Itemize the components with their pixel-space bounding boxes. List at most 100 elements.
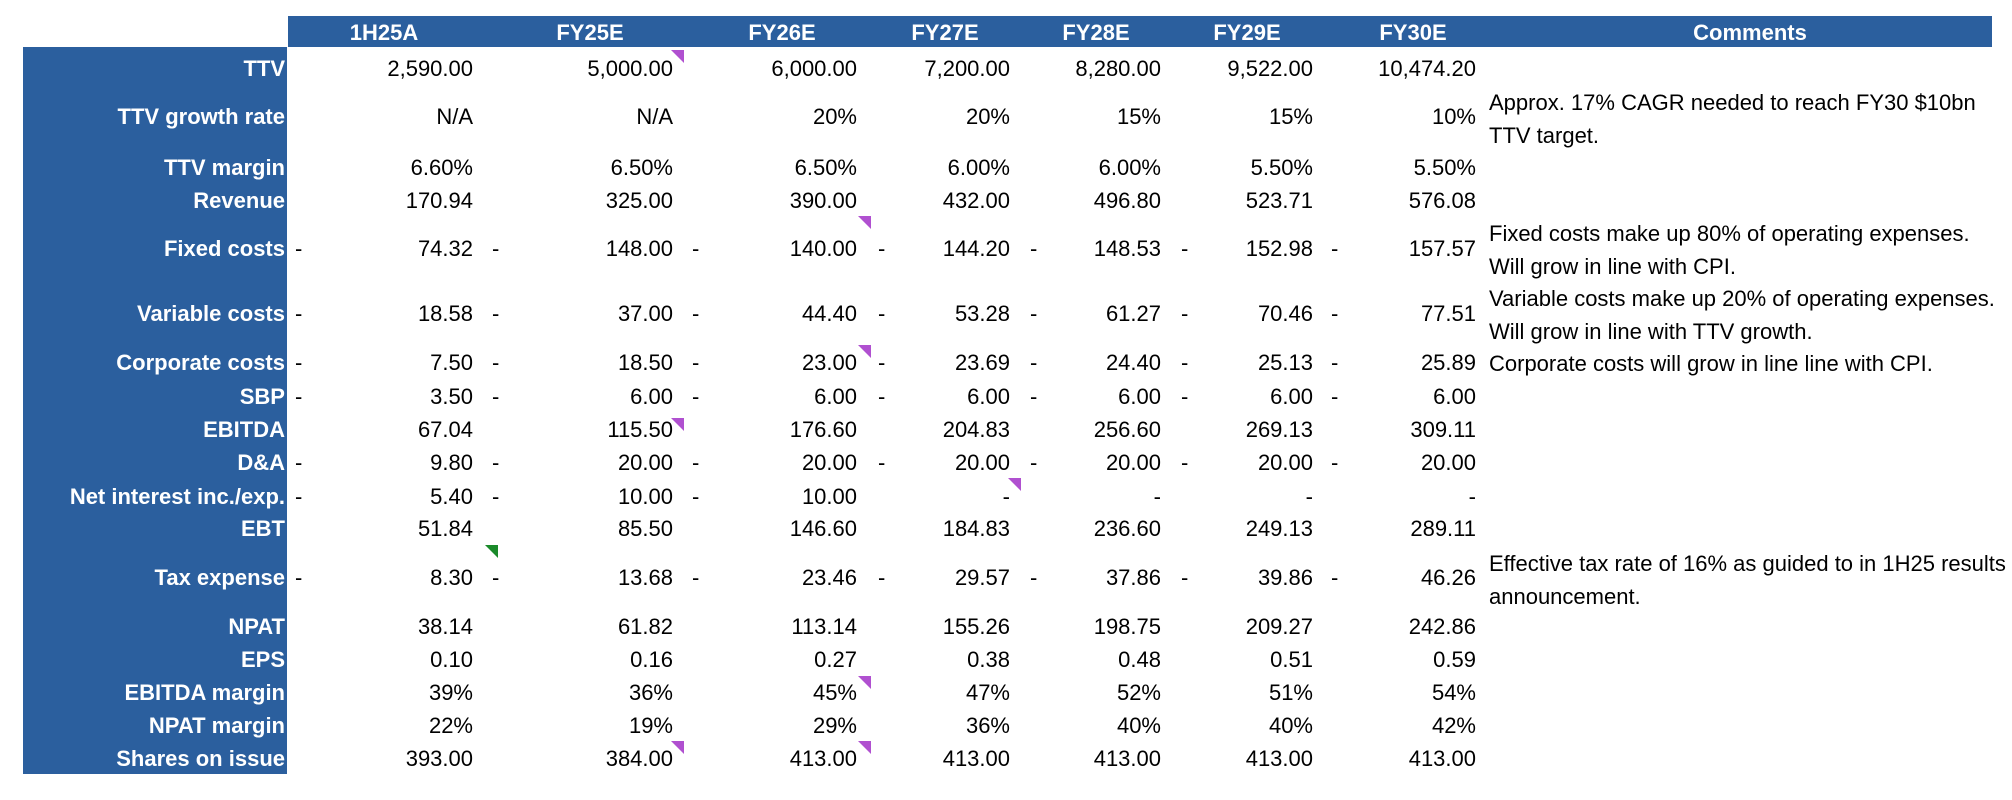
cell-d-a-fy25e[interactable]: 20.00 <box>617 450 673 475</box>
cell-npat-fy29e[interactable]: 209.27 <box>1245 614 1313 639</box>
cell-comment-indicator-icon[interactable] <box>671 418 684 431</box>
cell-ttv-growth-rate-1h25a[interactable]: N/A <box>436 104 473 129</box>
row-label-tax-expense[interactable]: Tax expense <box>154 565 285 590</box>
column-header-fy29e[interactable]: FY29E <box>1213 20 1281 45</box>
cell-corporate-costs-1h25a[interactable]: 7.50 <box>430 350 473 375</box>
cell-comment-indicator-icon[interactable] <box>1008 478 1021 491</box>
cell-d-a-fy28e[interactable]: 20.00 <box>1105 450 1161 475</box>
cell-ebt-fy25e[interactable]: 85.50 <box>617 516 673 541</box>
column-header-fy27e[interactable]: FY27E <box>911 20 979 45</box>
row-label-ebitda-margin[interactable]: EBITDA margin <box>124 680 285 705</box>
row-label-ttv[interactable]: TTV <box>243 56 285 81</box>
cell-ttv-margin-1h25a[interactable]: 6.60% <box>410 155 473 180</box>
cell-eps-fy29e[interactable]: 0.51 <box>1270 647 1313 672</box>
column-header-fy30e[interactable]: FY30E <box>1379 20 1447 45</box>
row-label-sbp[interactable]: SBP <box>239 384 285 409</box>
row-label-ttv-margin[interactable]: TTV margin <box>163 155 285 180</box>
column-header-comments[interactable]: Comments <box>1693 20 1807 45</box>
cell-net-interest-inc-exp-fy30e[interactable]: - <box>1468 484 1476 509</box>
cell-ebitda-margin-fy27e[interactable]: 47% <box>965 680 1010 705</box>
cell-revenue-fy29e[interactable]: 523.71 <box>1245 188 1313 213</box>
cell-corporate-costs-fy30e[interactable]: 25.89 <box>1420 350 1476 375</box>
cell-revenue-1h25a[interactable]: 170.94 <box>405 188 473 213</box>
cell-eps-fy28e[interactable]: 0.48 <box>1118 647 1161 672</box>
cell-fixed-costs-fy26e[interactable]: 140.00 <box>789 236 857 261</box>
cell-shares-on-issue-fy26e[interactable]: 413.00 <box>789 746 857 771</box>
cell-comment-indicator-icon[interactable] <box>671 50 684 63</box>
row-label-net-interest-inc-exp[interactable]: Net interest inc./exp. <box>69 484 285 509</box>
cell-npat-margin-fy27e[interactable]: 36% <box>965 713 1010 738</box>
cell-npat-margin-fy25e[interactable]: 19% <box>628 713 673 738</box>
cell-ttv-fy28e[interactable]: 8,280.00 <box>1075 56 1161 81</box>
cell-comment-indicator-icon[interactable] <box>671 741 684 754</box>
cell-shares-on-issue-fy30e[interactable]: 413.00 <box>1408 746 1476 771</box>
cell-ttv-fy25e[interactable]: 5,000.00 <box>587 56 673 81</box>
cell-tax-expense-fy30e[interactable]: 46.26 <box>1420 565 1476 590</box>
cell-tax-expense-fy27e[interactable]: 29.57 <box>954 565 1010 590</box>
cell-ebitda-margin-fy25e[interactable]: 36% <box>628 680 673 705</box>
cell-ttv-margin-fy28e[interactable]: 6.00% <box>1098 155 1161 180</box>
cell-fixed-costs-1h25a[interactable]: 74.32 <box>417 236 473 261</box>
cell-eps-fy27e[interactable]: 0.38 <box>967 647 1010 672</box>
column-header-fy25e[interactable]: FY25E <box>556 20 624 45</box>
cell-ttv-margin-fy29e[interactable]: 5.50% <box>1250 155 1313 180</box>
cell-ttv-fy29e[interactable]: 9,522.00 <box>1227 56 1313 81</box>
cell-tax-expense-fy25e[interactable]: 13.68 <box>617 565 673 590</box>
cell-d-a-fy29e[interactable]: 20.00 <box>1257 450 1313 475</box>
cell-ttv-growth-rate-fy26e[interactable]: 20% <box>812 104 857 129</box>
cell-npat-fy30e[interactable]: 242.86 <box>1408 614 1476 639</box>
cell-fixed-costs-fy28e[interactable]: 148.53 <box>1093 236 1161 261</box>
column-header-1h25a[interactable]: 1H25A <box>349 20 419 45</box>
cell-variable-costs-fy29e[interactable]: 70.46 <box>1257 301 1313 326</box>
cell-shares-on-issue-1h25a[interactable]: 393.00 <box>405 746 473 771</box>
cell-fixed-costs-fy29e[interactable]: 152.98 <box>1245 236 1313 261</box>
column-header-fy28e[interactable]: FY28E <box>1062 20 1130 45</box>
column-header-fy26e[interactable]: FY26E <box>748 20 816 45</box>
cell-ebt-fy26e[interactable]: 146.60 <box>789 516 857 541</box>
cell-fixed-costs-fy30e[interactable]: 157.57 <box>1408 236 1476 261</box>
cell-ttv-margin-fy27e[interactable]: 6.00% <box>947 155 1010 180</box>
cell-net-interest-inc-exp-fy28e[interactable]: - <box>1153 484 1161 509</box>
cell-shares-on-issue-fy25e[interactable]: 384.00 <box>605 746 673 771</box>
cell-shares-on-issue-fy29e[interactable]: 413.00 <box>1245 746 1313 771</box>
cell-eps-fy26e[interactable]: 0.27 <box>814 647 857 672</box>
cell-tax-expense-fy26e[interactable]: 23.46 <box>801 565 857 590</box>
cell-corporate-costs-fy29e[interactable]: 25.13 <box>1257 350 1313 375</box>
cell-fixed-costs-fy25e[interactable]: 148.00 <box>605 236 673 261</box>
cell-npat-fy28e[interactable]: 198.75 <box>1093 614 1161 639</box>
cell-npat-margin-fy26e[interactable]: 29% <box>812 713 857 738</box>
cell-variable-costs-1h25a[interactable]: 18.58 <box>417 301 473 326</box>
cell-corporate-costs-fy27e[interactable]: 23.69 <box>954 350 1010 375</box>
cell-eps-1h25a[interactable]: 0.10 <box>430 647 473 672</box>
cell-ebitda-fy28e[interactable]: 256.60 <box>1093 417 1161 442</box>
cell-ttv-growth-rate-fy25e[interactable]: N/A <box>636 104 673 129</box>
cell-d-a-fy27e[interactable]: 20.00 <box>954 450 1010 475</box>
cell-revenue-fy28e[interactable]: 496.80 <box>1093 188 1161 213</box>
cell-revenue-fy30e[interactable]: 576.08 <box>1408 188 1476 213</box>
cell-ebitda-fy27e[interactable]: 204.83 <box>942 417 1010 442</box>
row-label-ebt[interactable]: EBT <box>241 516 285 541</box>
cell-d-a-fy30e[interactable]: 20.00 <box>1420 450 1476 475</box>
cell-ebitda-margin-fy28e[interactable]: 52% <box>1116 680 1161 705</box>
cell-eps-fy30e[interactable]: 0.59 <box>1433 647 1476 672</box>
cell-variable-costs-fy25e[interactable]: 37.00 <box>617 301 673 326</box>
cell-shares-on-issue-fy28e[interactable]: 413.00 <box>1093 746 1161 771</box>
cell-npat-fy26e[interactable]: 113.14 <box>791 614 857 639</box>
row-label-ebitda[interactable]: EBITDA <box>203 417 285 442</box>
cell-ebitda-margin-fy29e[interactable]: 51% <box>1268 680 1313 705</box>
row-label-d-a[interactable]: D&A <box>237 450 285 475</box>
cell-ebitda-fy29e[interactable]: 269.13 <box>1245 417 1313 442</box>
cell-npat-margin-fy28e[interactable]: 40% <box>1116 713 1161 738</box>
cell-ebt-1h25a[interactable]: 51.84 <box>417 516 473 541</box>
row-label-eps[interactable]: EPS <box>240 647 285 672</box>
cell-tax-expense-1h25a[interactable]: 8.30 <box>430 565 473 590</box>
cell-tax-expense-fy28e[interactable]: 37.86 <box>1105 565 1161 590</box>
cell-ttv-growth-rate-fy29e[interactable]: 15% <box>1268 104 1313 129</box>
cell-sbp-fy29e[interactable]: 6.00 <box>1270 384 1313 409</box>
cell-d-a-1h25a[interactable]: 9.80 <box>430 450 473 475</box>
cell-ebt-fy30e[interactable]: 289.11 <box>1410 516 1476 541</box>
cell-ebitda-fy26e[interactable]: 176.60 <box>789 417 857 442</box>
cell-sbp-fy30e[interactable]: 6.00 <box>1433 384 1476 409</box>
cell-ttv-margin-fy25e[interactable]: 6.50% <box>610 155 673 180</box>
cell-comment-indicator-icon[interactable] <box>858 676 871 689</box>
